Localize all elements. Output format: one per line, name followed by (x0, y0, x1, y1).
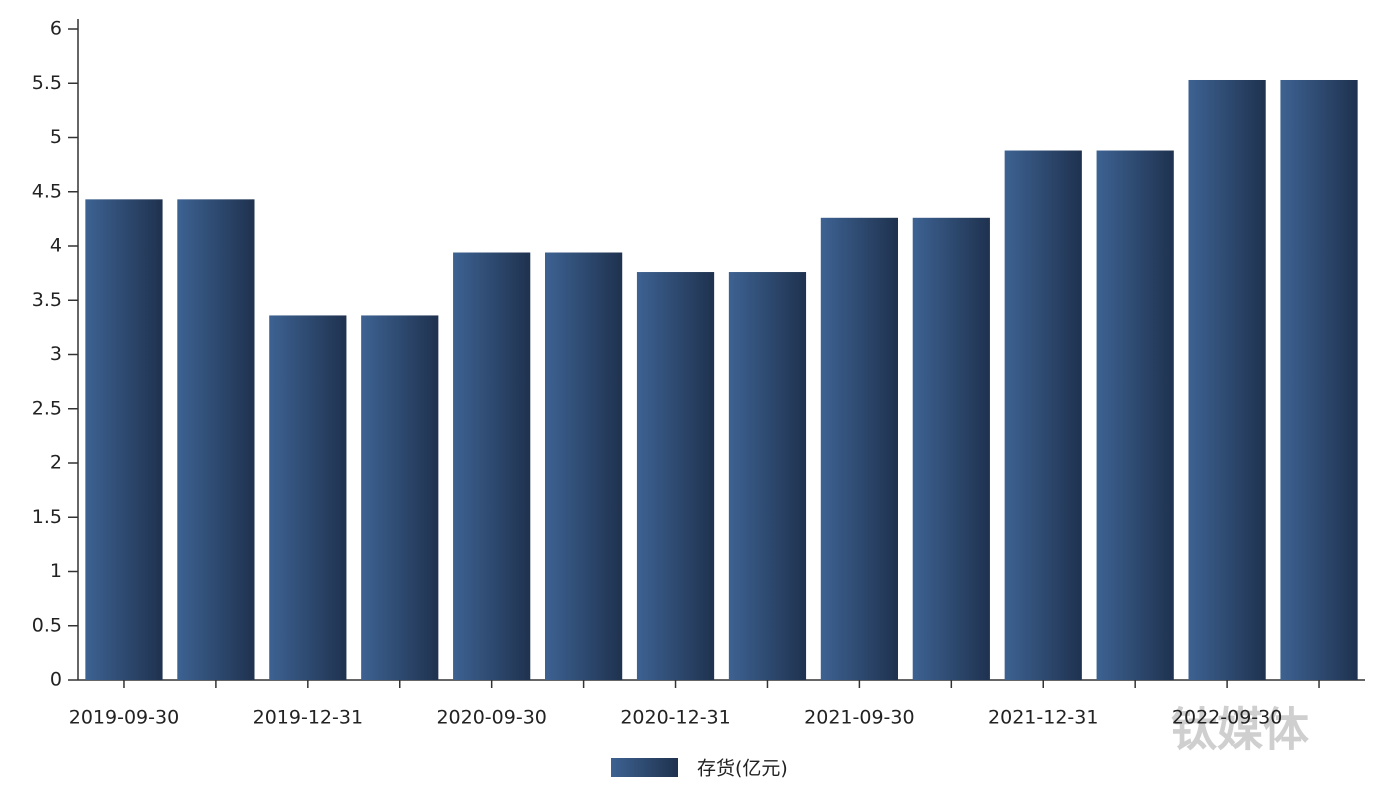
bar (728, 272, 807, 680)
y-tick-label: 5.5 (32, 72, 62, 94)
x-tick-label: 2019-09-30 (69, 707, 179, 729)
legend-label: 存货(亿元) (697, 758, 788, 780)
y-tick-label: 0 (50, 669, 62, 691)
bar (85, 199, 163, 680)
y-tick-label: 0.5 (32, 614, 62, 636)
bar (177, 199, 255, 680)
y-tick-label: 1.5 (32, 506, 62, 528)
bar (453, 252, 531, 680)
bar (361, 315, 439, 680)
y-tick-label: 4 (50, 235, 62, 257)
y-tick-label: 2 (50, 452, 62, 474)
bar (912, 217, 990, 681)
bar (269, 315, 347, 680)
y-tick-label: 4.5 (32, 180, 62, 202)
x-tick-label: 2020-09-30 (436, 707, 546, 729)
y-tick-label: 1 (50, 560, 62, 582)
bar (820, 217, 899, 681)
bar (636, 272, 715, 680)
y-tick-label: 5 (50, 126, 62, 148)
y-tick-label: 3.5 (32, 289, 62, 311)
x-tick-label: 2019-12-31 (253, 707, 363, 729)
y-tick-label: 6 (50, 18, 62, 40)
watermark: 钛媒体 (1171, 703, 1309, 757)
y-tick-label: 3 (50, 343, 62, 365)
bar (1004, 150, 1082, 680)
x-tick-label: 2022-09-30 (1172, 707, 1282, 729)
x-tick-label: 2020-12-31 (620, 707, 730, 729)
x-tick-label: 2021-12-31 (988, 707, 1098, 729)
bar (1280, 79, 1358, 681)
bar (544, 252, 623, 680)
legend-swatch (611, 758, 678, 777)
bar (1096, 150, 1174, 680)
bar (1188, 79, 1266, 681)
y-tick-label: 2.5 (32, 397, 62, 419)
x-tick-label: 2021-09-30 (804, 707, 914, 729)
